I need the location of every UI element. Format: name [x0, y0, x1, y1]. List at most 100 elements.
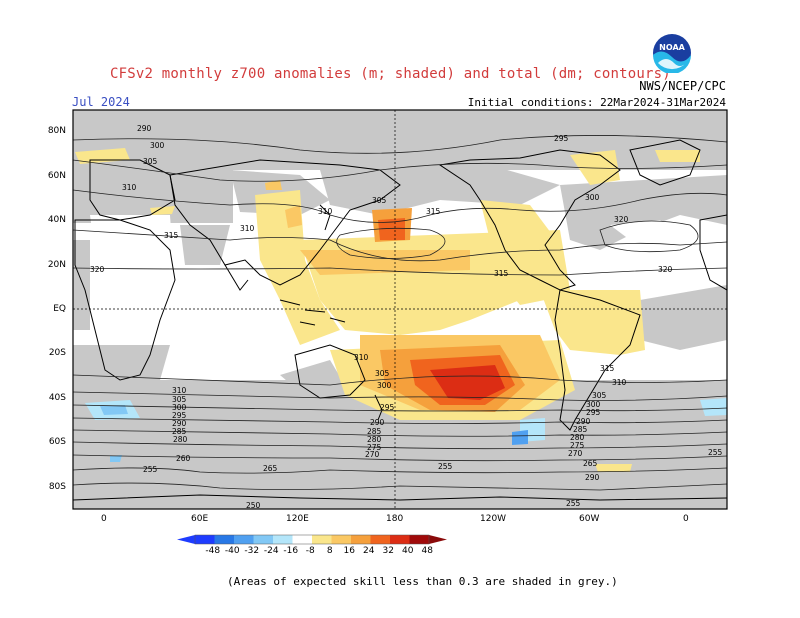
contour-label: 285 [367, 427, 382, 436]
lon-tick-label: 0 [683, 514, 689, 524]
lon-tick-label: 0 [101, 514, 107, 524]
contour-label: 310 [240, 224, 255, 233]
legend-swatch [253, 535, 274, 544]
legend-swatch [292, 535, 313, 544]
legend-tick-label: -32 [244, 546, 259, 556]
reference-lines [73, 110, 727, 509]
legend-swatch [331, 535, 352, 544]
legend-outline [194, 534, 430, 545]
contour-label: 320 [614, 215, 629, 224]
legend-tick-label: -16 [283, 546, 298, 556]
contour-label: 255 [566, 499, 581, 508]
legend-tick-label: -40 [225, 546, 240, 556]
legend-tick-label: 8 [327, 546, 333, 556]
contour-label: 310 [122, 183, 137, 192]
lat-tick-label: 40N [47, 215, 66, 225]
contour-label: 310 [318, 207, 333, 216]
legend-swatch [409, 535, 430, 544]
contour-label: 295 [172, 411, 187, 420]
svg-text:NOAA: NOAA [659, 43, 685, 52]
contour-label: 290 [137, 124, 152, 133]
lat-tick-label: 80S [48, 482, 66, 492]
legend-labels: -48 -40 -32 -24 -16 -8 8 16 24 32 40 48 [205, 546, 433, 556]
contour-label: 260 [176, 454, 191, 463]
lon-tick-label: 60E [191, 514, 209, 524]
lat-tick-label: 80N [47, 126, 66, 136]
contour-label: 300 [150, 141, 165, 150]
contour-label: 290 [585, 473, 600, 482]
lat-tick-label: 60N [47, 171, 66, 181]
lat-tick-label: 20N [47, 260, 66, 270]
contour-label: 315 [494, 269, 509, 278]
contour-label: 305 [592, 391, 607, 400]
valid-month: Jul 2024 [72, 95, 130, 109]
legend-tick-label: 32 [383, 546, 394, 556]
contour-label: 290 [370, 418, 385, 427]
legend-arrow-right [429, 535, 447, 544]
lon-tick-label: 60W [579, 514, 600, 524]
contour-label: 265 [583, 459, 598, 468]
contour-label: 255 [708, 448, 723, 457]
contour-label: 305 [143, 157, 158, 166]
agency-label: NWS/NCEP/CPC [639, 79, 726, 93]
legend-arrow-left [177, 535, 195, 544]
lon-tick-label: 120W [480, 514, 507, 524]
noaa-logo-icon: NOAA [653, 34, 691, 73]
lat-tick-label: EQ [53, 304, 66, 314]
height-contours [73, 135, 727, 491]
contour-label: 315 [600, 364, 615, 373]
contour-label: 280 [173, 435, 188, 444]
legend-tick-label: -24 [264, 546, 279, 556]
legend-tick-label: 16 [344, 546, 356, 556]
legend-swatch [370, 535, 391, 544]
legend-swatch [195, 535, 215, 544]
contour-label: 295 [380, 403, 395, 412]
legend-tick-label: -8 [306, 546, 315, 556]
initial-conditions: Initial conditions: 22Mar2024-31Mar2024 [467, 96, 726, 109]
contour-label: 320 [658, 265, 673, 274]
map-frame [72, 109, 728, 510]
contour-label: 285 [573, 425, 588, 434]
legend-swatch [390, 535, 410, 544]
legend-tick-label: 48 [422, 546, 434, 556]
legend-bar [177, 534, 447, 545]
positive-anomaly-40 [430, 365, 505, 400]
skill-note: (Areas of expected skill less than 0.3 a… [227, 575, 618, 588]
legend-swatch [312, 535, 332, 544]
legend-swatch [273, 535, 293, 544]
legend-tick-label: 40 [402, 546, 414, 556]
contour-label: 255 [143, 465, 158, 474]
contour-label: 285 [172, 427, 187, 436]
lat-tick-label: 40S [48, 393, 66, 403]
contour-label: 300 [585, 193, 600, 202]
contour-label: 270 [568, 449, 583, 458]
negative-anomaly-areas [85, 398, 727, 462]
contour-label-group: 290 300 305 310 315 320 310 315 305 300 … [90, 124, 723, 510]
contour-label: 255 [438, 462, 453, 471]
legend-tick-label: -48 [205, 546, 220, 556]
contour-label: 300 [377, 381, 392, 390]
legend-swatch [214, 535, 235, 544]
contour-label: 300 [586, 400, 601, 409]
contour-label: 275 [367, 443, 382, 452]
legend-swatch [234, 535, 254, 544]
contour-label: 265 [263, 464, 278, 473]
page-title: CFSv2 monthly z700 anomalies (m; shaded)… [110, 66, 671, 82]
contour-label: 250 [246, 501, 261, 510]
coastlines [73, 139, 727, 501]
lat-tick-label: 60S [48, 437, 66, 447]
contour-label: 280 [570, 433, 585, 442]
lon-tick-label: 120E [286, 514, 309, 524]
contour-label: 305 [375, 369, 390, 378]
neutral-areas [90, 215, 690, 345]
contour-label: 295 [586, 408, 601, 417]
contour-label: 320 [90, 265, 105, 274]
contour-label: 295 [554, 134, 569, 143]
contour-label: 290 [576, 417, 591, 426]
contour-label: 310 [354, 353, 369, 362]
contour-label: 270 [365, 450, 380, 459]
lat-tick-label: 20S [48, 348, 66, 358]
contour-label: 310 [612, 378, 627, 387]
